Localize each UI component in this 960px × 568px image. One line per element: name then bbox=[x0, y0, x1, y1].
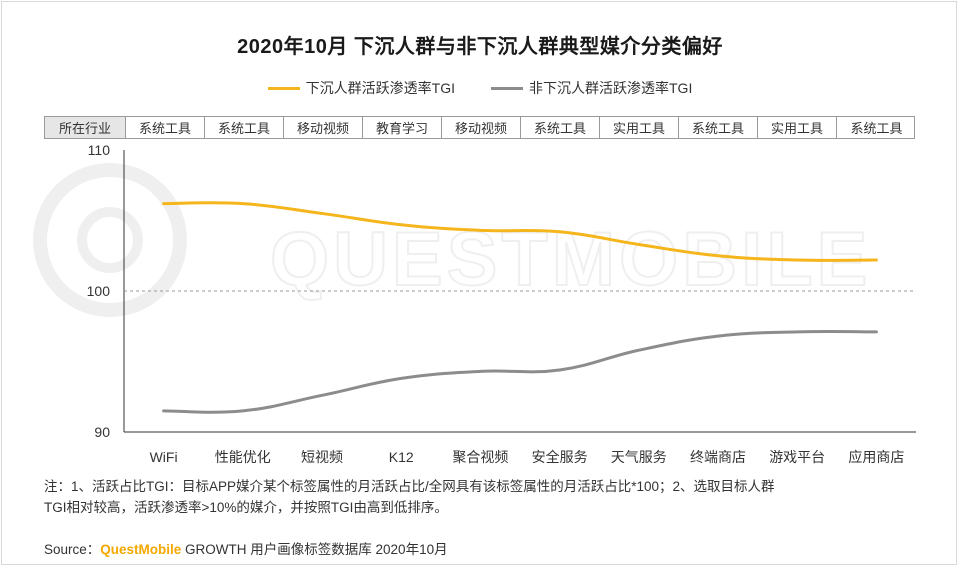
industry-cell: 系统工具 bbox=[679, 117, 758, 138]
source-brand: QuestMobile bbox=[100, 542, 182, 557]
legend-item-non-sinking: 非下沉人群活跃渗透率TGI bbox=[491, 78, 692, 98]
series-line-non-sinking bbox=[162, 330, 878, 414]
industry-cell: 移动视频 bbox=[284, 117, 363, 138]
industry-header-cell: 所在行业 bbox=[45, 117, 126, 138]
x-tick-label: 性能优化 bbox=[215, 449, 271, 465]
watermark-inner-ring bbox=[77, 207, 143, 273]
x-tick-label: 天气服务 bbox=[611, 449, 667, 465]
x-tick-label: WiFi bbox=[150, 449, 178, 465]
source-rest: GROWTH 用户画像标签数据库 2020年10月 bbox=[181, 542, 448, 557]
legend-label-non-sinking: 非下沉人群活跃渗透率TGI bbox=[529, 80, 693, 96]
legend-label-sinking: 下沉人群活跃渗透率TGI bbox=[305, 80, 455, 96]
industry-row: 所在行业 系统工具 系统工具 移动视频 教育学习 移动视频 系统工具 实用工具 系统工具 实用工… bbox=[44, 116, 915, 139]
industry-cell: 实用工具 bbox=[758, 117, 837, 138]
y-tick-label: 100 bbox=[87, 283, 111, 299]
y-tick-label: 110 bbox=[88, 142, 111, 158]
watermark-ring bbox=[33, 163, 187, 317]
chart-title: 2020年10月 下沉人群与非下沉人群典型媒介分类偏好 bbox=[237, 36, 723, 58]
legend-swatch-non-sinking bbox=[491, 86, 523, 90]
footnote: 注：1、活跃占比TGI：目标APP媒介某个标签属性的月活跃占比/全网具有该标签属… bbox=[44, 476, 924, 518]
footnote-line-2: TGI相对较高，活跃渗透率>10%的媒介，并按照TGI由高到低排序。 bbox=[44, 500, 448, 515]
x-tick-label: 短视频 bbox=[301, 449, 343, 465]
industry-cell: 系统工具 bbox=[521, 117, 600, 138]
legend-item-sinking: 下沉人群活跃渗透率TGI bbox=[267, 78, 455, 98]
x-tick-label: K12 bbox=[389, 449, 414, 465]
industry-cell: 实用工具 bbox=[600, 117, 679, 138]
industry-cell: 教育学习 bbox=[363, 117, 442, 138]
chart-labels-layer: 90 100 110 WiFi 性能优化 短视频 K12 聚合视频 安全服务 天气服务 终端商店 游戏… bbox=[87, 142, 905, 465]
source-prefix: Source： bbox=[44, 542, 101, 557]
x-tick-label: 终端商店 bbox=[690, 449, 746, 465]
chart-legend: 下沉人群活跃渗透率TGI 非下沉人群活跃渗透率TGI bbox=[0, 78, 960, 98]
chart-axes bbox=[123, 150, 916, 433]
industry-cell: 系统工具 bbox=[850, 121, 903, 136]
x-tick-label: 安全服务 bbox=[532, 449, 588, 465]
x-tick-label: 聚合视频 bbox=[452, 449, 508, 465]
series-line-sinking bbox=[162, 201, 878, 262]
industry-cell: 系统工具 bbox=[205, 117, 284, 138]
watermark: QUESTMOBILE bbox=[33, 163, 868, 317]
chart-series-layer bbox=[162, 201, 878, 414]
source-line: Source：QuestMobile GROWTH 用户画像标签数据库 2020… bbox=[44, 538, 448, 558]
industry-cell: 系统工具 bbox=[126, 117, 205, 138]
footnote-line-1: 注：1、活跃占比TGI：目标APP媒介某个标签属性的月活跃占比/全网具有该标签属… bbox=[44, 479, 775, 494]
x-tick-label: 游戏平台 bbox=[769, 449, 825, 465]
y-tick-label: 90 bbox=[94, 424, 110, 440]
legend-swatch-sinking bbox=[267, 86, 300, 90]
x-tick-label: 应用商店 bbox=[848, 449, 904, 465]
industry-cell: 移动视频 bbox=[442, 117, 521, 138]
